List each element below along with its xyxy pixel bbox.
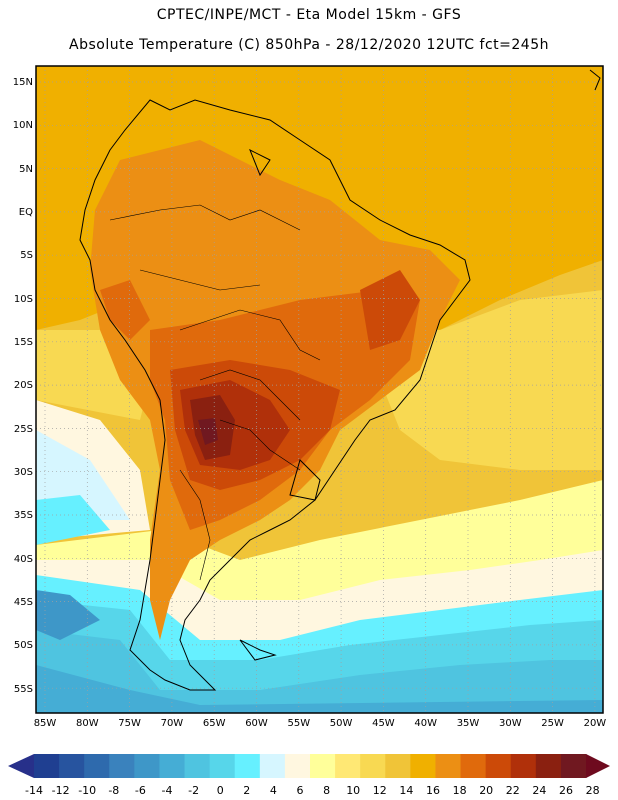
legend-tick-label: 20: [479, 784, 493, 797]
lat-label: 5N: [19, 164, 33, 175]
lat-label: EQ: [19, 207, 33, 218]
lat-label: 35S: [14, 510, 33, 521]
lat-label: 15S: [14, 337, 33, 348]
legend-tick-label: 14: [399, 784, 413, 797]
lon-label: 80W: [76, 718, 99, 729]
legend-swatch: [59, 754, 85, 778]
legend-swatch: [259, 754, 286, 778]
lon-label: 40W: [414, 718, 437, 729]
graticule: [36, 66, 603, 713]
legend-tick-label: -10: [78, 784, 96, 797]
legend-tick-label: 24: [532, 784, 546, 797]
legend-tick-label: -6: [135, 784, 146, 797]
legend-swatch: [360, 754, 386, 778]
legend-tick-label: 22: [506, 784, 520, 797]
temperature-field: [36, 66, 603, 713]
lat-label: 50S: [14, 640, 33, 651]
legend-tick-label: 26: [559, 784, 573, 797]
legend-swatch: [410, 754, 436, 778]
color-legend: -14 -12 -10 -8 -6 -4 -2 0 2 4 6 8 10 12 …: [8, 754, 610, 797]
legend-tick-label: -14: [25, 784, 43, 797]
lat-label: 20S: [14, 380, 33, 391]
legend-tick-label: 2: [243, 784, 250, 797]
lat-label: 25S: [14, 424, 33, 435]
legend-swatch: [460, 754, 487, 778]
legend-tick-label: -12: [52, 784, 70, 797]
legend-tick-label: 4: [270, 784, 277, 797]
legend-swatch: [134, 754, 160, 778]
legend-swatch: [385, 754, 411, 778]
legend-tick-label: 18: [453, 784, 467, 797]
lat-label: 10S: [14, 294, 33, 305]
lon-label: 70W: [161, 718, 184, 729]
legend-swatch: [34, 754, 60, 778]
legend-tick-label: -2: [188, 784, 199, 797]
coastlines: [79, 69, 601, 691]
longitude-labels: 85W 80W 75W 70W 65W 60W 55W 50W 45W 40W …: [34, 718, 607, 729]
lat-label: 5S: [20, 250, 33, 261]
legend-swatch: [184, 754, 211, 778]
map-frame: [35, 65, 604, 714]
legend-tick-label: 10: [346, 784, 360, 797]
legend-tick-label: 28: [586, 784, 600, 797]
legend-swatch: [84, 754, 110, 778]
lon-label: 25W: [541, 718, 564, 729]
legend-tick-label: 16: [426, 784, 440, 797]
legend-tick-label: -8: [108, 784, 119, 797]
legend-swatch: [310, 754, 336, 778]
legend-swatch: [535, 754, 562, 778]
legend-tick-label: 8: [323, 784, 330, 797]
lon-label: 85W: [34, 718, 57, 729]
legend-swatch: [284, 754, 311, 778]
lat-label: 45S: [14, 597, 33, 608]
legend-swatch: [209, 754, 236, 778]
lon-label: 50W: [330, 718, 353, 729]
legend-swatch: [435, 754, 462, 778]
latitude-labels: 15N 10N 5N EQ 5S 10S 15S 20S 25S 30S 35S…: [13, 77, 33, 695]
lon-label: 65W: [203, 718, 226, 729]
legend-swatch: [510, 754, 537, 778]
legend-swatches: [34, 754, 587, 778]
lat-label: 30S: [14, 467, 33, 478]
title-line-1: CPTEC/INPE/MCT - Eta Model 15km - GFS: [156, 7, 462, 23]
lat-label: 55S: [14, 684, 33, 695]
country-borders: [109, 204, 321, 581]
legend-swatch: [560, 754, 587, 778]
lon-label: 30W: [499, 718, 522, 729]
lon-label: 60W: [245, 718, 268, 729]
legend-right-arrow: [586, 754, 610, 778]
lon-label: 35W: [457, 718, 480, 729]
lon-label: 75W: [118, 718, 141, 729]
legend-swatch: [335, 754, 361, 778]
lon-label: 20W: [584, 718, 607, 729]
lon-label: 55W: [287, 718, 310, 729]
title-line-2: Absolute Temperature (C) 850hPa - 28/12/…: [69, 37, 549, 53]
legend-swatch: [234, 754, 261, 778]
lat-label: 10N: [13, 120, 33, 131]
legend-tick-label: 6: [297, 784, 304, 797]
legend-labels: -14 -12 -10 -8 -6 -4 -2 0 2 4 6 8 10 12 …: [25, 784, 600, 797]
legend-tick-label: -4: [162, 784, 173, 797]
legend-left-arrow: [8, 754, 34, 778]
lat-label: 40S: [14, 554, 33, 565]
legend-tick-label: 12: [373, 784, 387, 797]
legend-tick-label: 0: [217, 784, 224, 797]
legend-swatch: [159, 754, 186, 778]
legend-swatch: [109, 754, 135, 778]
legend-swatch: [485, 754, 512, 778]
lon-label: 45W: [372, 718, 395, 729]
lat-label: 15N: [13, 77, 33, 88]
